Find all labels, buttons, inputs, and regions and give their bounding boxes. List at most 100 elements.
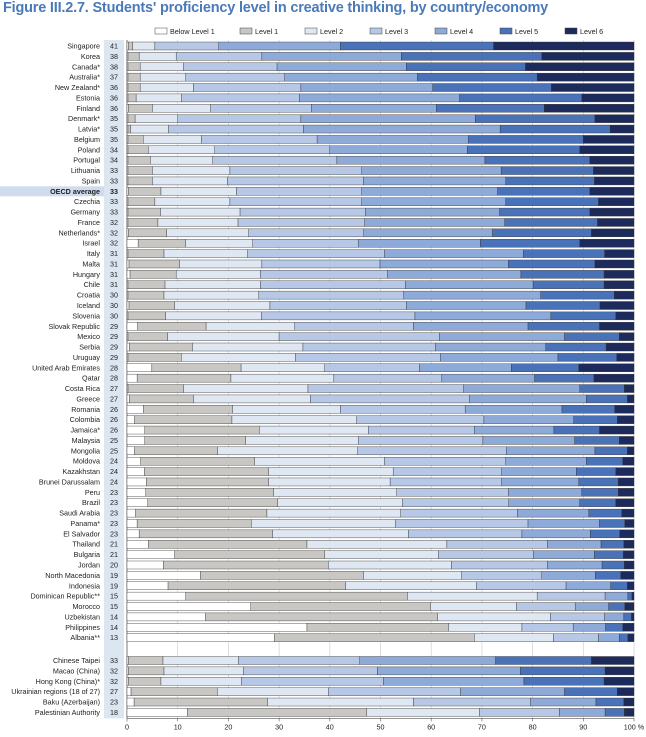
bar-segment-level-1 xyxy=(127,353,182,362)
bar-segment-level-2 xyxy=(306,540,448,549)
country-label: Netherlands* xyxy=(58,228,100,237)
bar-segment-level-4 xyxy=(383,677,525,686)
bar-segment-level-3 xyxy=(294,322,414,331)
bar-segment-below-level-1 xyxy=(126,104,129,113)
bar-segment-level-6 xyxy=(615,498,635,507)
bar-segment-level-6 xyxy=(579,145,635,155)
bar-segment-level-2 xyxy=(138,52,177,61)
bar-segment-level-1 xyxy=(127,249,165,258)
bar-segment-level-5 xyxy=(480,239,580,248)
bar-segment-level-5 xyxy=(540,290,615,300)
country-label: Dominican Republic** xyxy=(30,592,100,601)
bar-segment-level-6 xyxy=(614,405,635,414)
bar-segment-level-3 xyxy=(446,540,548,549)
country-label: Colombia xyxy=(70,415,100,424)
legend-label: Level 3 xyxy=(385,27,408,36)
country-label: United Arab Emirates xyxy=(32,363,100,372)
bar-segment-level-4 xyxy=(361,197,506,206)
bar-segment-level-5 xyxy=(579,384,625,393)
bar-segment-level-6 xyxy=(599,425,635,435)
bar-segment-level-5 xyxy=(545,342,607,352)
country-label: Chile xyxy=(84,280,100,289)
bar-segment-level-1 xyxy=(147,498,278,507)
bar-segment-level-4 xyxy=(482,436,575,445)
bar-segment-level-3 xyxy=(357,436,484,445)
bar-segment-level-1 xyxy=(185,591,408,601)
bar-segment-level-5 xyxy=(499,124,611,134)
country-label: Malaysia xyxy=(72,436,100,445)
bar-segment-level-3 xyxy=(413,697,531,707)
country-label: Belgium xyxy=(74,135,100,144)
bar-segment-level-5 xyxy=(527,322,600,331)
bar-segment-level-2 xyxy=(165,311,262,321)
score-label: 30 xyxy=(110,301,118,310)
country-label: Brunei Darussalam xyxy=(39,477,100,486)
bar-segment-level-3 xyxy=(227,176,364,186)
bar-segment-level-3 xyxy=(278,332,440,341)
bar-segment-level-2 xyxy=(324,550,439,559)
score-label: 14 xyxy=(110,612,118,621)
bar-segment-level-4 xyxy=(403,290,541,300)
bar-segment-level-6 xyxy=(615,467,635,476)
bar-segment-level-6 xyxy=(541,52,635,61)
bar-segment-below-level-1 xyxy=(126,633,275,642)
country-label: Czechia xyxy=(74,197,100,206)
score-column-background xyxy=(104,40,124,719)
bar-segment-level-1 xyxy=(140,457,255,466)
score-label: 35 xyxy=(110,114,118,123)
bar-segment-level-1 xyxy=(127,280,166,289)
bar-segment-level-1 xyxy=(250,602,431,611)
bar-segment-level-2 xyxy=(363,571,462,580)
country-label: Korea xyxy=(81,52,100,61)
bar-segment-level-4 xyxy=(387,270,522,279)
score-label: 33 xyxy=(110,187,118,196)
bar-segment-level-2 xyxy=(143,135,202,144)
bar-segment-below-level-1 xyxy=(126,687,132,696)
bar-segment-level-2 xyxy=(163,290,260,300)
bar-segment-level-3 xyxy=(451,560,548,570)
bar-segment-level-5 xyxy=(586,394,628,404)
bar-segment-below-level-1 xyxy=(126,322,138,331)
bar-segment-level-4 xyxy=(440,353,559,362)
score-label: 28 xyxy=(110,363,118,372)
bar-segment-level-6 xyxy=(616,353,635,362)
bar-segment-level-3 xyxy=(408,529,523,539)
country-label: Qatar xyxy=(82,374,101,383)
bar-segment-below-level-1 xyxy=(126,656,129,665)
bar-segment-level-2 xyxy=(150,155,213,165)
legend-swatch xyxy=(499,27,513,35)
bar-segment-below-level-1 xyxy=(126,508,136,518)
bar-segment-below-level-1 xyxy=(126,301,130,310)
bar-segment-level-5 xyxy=(564,332,620,341)
bar-segment-level-1 xyxy=(127,218,159,227)
bar-segment-level-4 xyxy=(439,332,565,341)
country-label: Australia* xyxy=(69,73,100,82)
bar-segment-level-5 xyxy=(604,708,625,717)
bar-segment-below-level-1 xyxy=(126,560,164,570)
bar-segment-level-5 xyxy=(605,623,624,632)
bar-segment-level-5 xyxy=(436,104,545,113)
bar-segment-level-4 xyxy=(604,591,629,601)
bar-segment-level-2 xyxy=(268,467,394,476)
score-label: 30 xyxy=(110,311,118,320)
bar-segment-level-5 xyxy=(401,52,542,61)
bar-segment-level-6 xyxy=(598,197,635,206)
score-label: 27 xyxy=(110,394,118,403)
bar-segment-level-4 xyxy=(460,687,565,696)
bar-segment-level-3 xyxy=(214,145,330,155)
bar-segment-level-5 xyxy=(475,114,596,123)
country-label: Moldova xyxy=(73,457,100,466)
country-label: Mongolia xyxy=(71,446,100,455)
bar-segment-level-3 xyxy=(396,488,509,497)
bar-segment-level-3 xyxy=(395,519,529,528)
score-label: 15 xyxy=(110,602,118,611)
country-label: Costa Rica xyxy=(65,384,100,393)
bar-segment-below-level-1 xyxy=(126,405,144,414)
bar-segment-level-6 xyxy=(604,249,635,258)
bar-segment-level-5 xyxy=(495,656,592,665)
bar-segment-level-2 xyxy=(160,677,242,686)
bar-segment-level-4 xyxy=(572,623,606,632)
bar-segment-level-4 xyxy=(469,394,587,404)
bar-segment-level-5 xyxy=(561,405,615,414)
bar-segment-level-2 xyxy=(251,519,396,528)
